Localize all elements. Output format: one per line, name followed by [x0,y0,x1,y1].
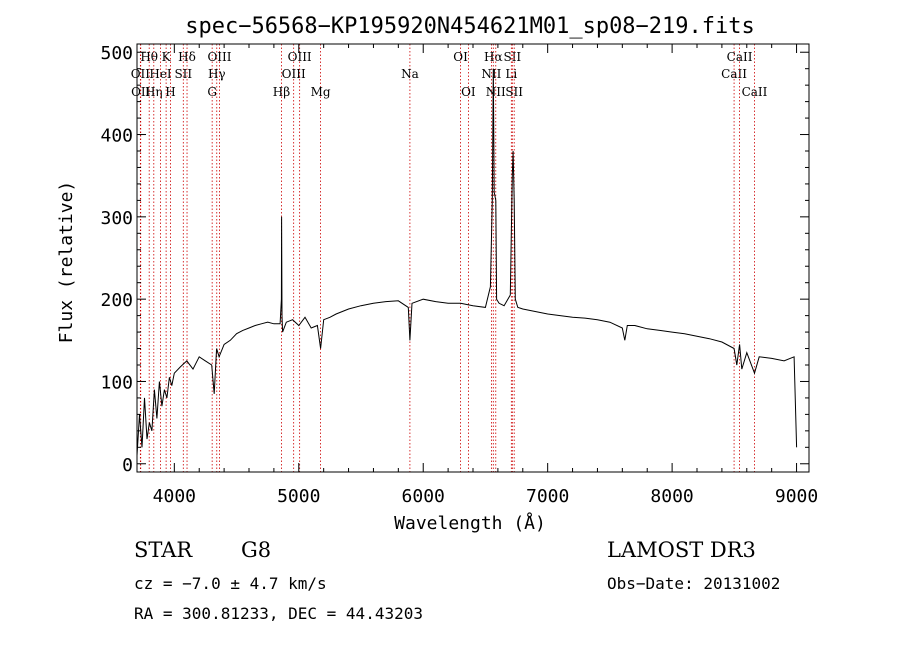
line-marker-label: Na [401,67,419,81]
x-tick-label: 6000 [402,486,445,507]
line-marker-label: CaII [721,67,747,81]
x-tick-label: 4000 [153,486,196,507]
line-marker-label: SII [503,50,521,64]
line-marker-label: G [207,85,217,99]
x-axis-label: Wavelength (Å) [394,512,546,534]
line-marker-label: OIII [207,50,231,64]
line-marker-label: H [165,85,175,99]
line-marker-label: CaII [727,50,753,64]
y-axis-label: Flux (relative) [56,181,77,344]
line-marker-label: Hη [145,85,163,99]
x-tick-label: 7000 [526,486,569,507]
observation-date: Obs−Date: 20131002 [607,574,781,593]
line-marker-label: OIII [288,50,312,64]
line-marker-label: OIII [282,67,306,81]
line-marker-label: Hθ [140,50,158,64]
line-marker-label: Li [505,67,517,81]
line-marker-label: CaII [742,85,768,99]
line-marker-label: OII [131,85,151,99]
plot-frame [136,43,810,473]
axis-ticks: 4000 5000 6000 7000 8000 9000 0 100 200 300 400 500 [100,43,818,507]
line-marker-label: OI [453,50,468,64]
x-tick-label: 5000 [277,486,320,507]
line-marker-label: SII [174,67,192,81]
y-tick-label: 500 [100,43,133,64]
line-marker-label: K [162,50,172,64]
y-tick-label: 100 [100,372,133,393]
survey-name: LAMOST DR3 [607,538,756,562]
object-class: STAR [134,538,193,562]
x-tick-label: 8000 [650,486,693,507]
line-marker-label: Hβ [273,85,290,99]
line-marker-label: Hγ [208,67,226,81]
x-tick-label: 9000 [775,486,818,507]
line-marker-label: OII [131,67,151,81]
line-markers: OII OII Hθ Hη HeI K H SII Hδ G Hγ OIII Hβ OIII OIII Mg N… [131,44,768,472]
spectrum-line [136,68,798,456]
spectrum-series [136,68,798,456]
line-marker-label: HeI [149,67,172,81]
spectrum-chart: spec−56568−KP195920N454621M01_sp08−219.f… [56,14,818,534]
coordinates: RA = 300.81233, DEC = 44.43203 [134,604,423,623]
y-tick-label: 400 [100,126,133,147]
line-marker-label: Hδ [178,50,196,64]
redshift-velocity: cz = −7.0 ± 4.7 km/s [134,574,327,593]
line-marker-label: SII [505,85,523,99]
line-marker-label: Hα [484,50,503,64]
y-tick-label: 200 [100,290,133,311]
line-marker-label: NII [481,67,501,81]
y-tick-label: 300 [100,208,133,229]
line-marker-label: OI [461,85,476,99]
spectral-subclass: G8 [241,538,272,562]
y-tick-label: 0 [122,455,133,476]
chart-title: spec−56568−KP195920N454621M01_sp08−219.f… [185,14,755,39]
line-marker-label: Mg [311,85,331,99]
line-marker-label: NII [486,85,506,99]
